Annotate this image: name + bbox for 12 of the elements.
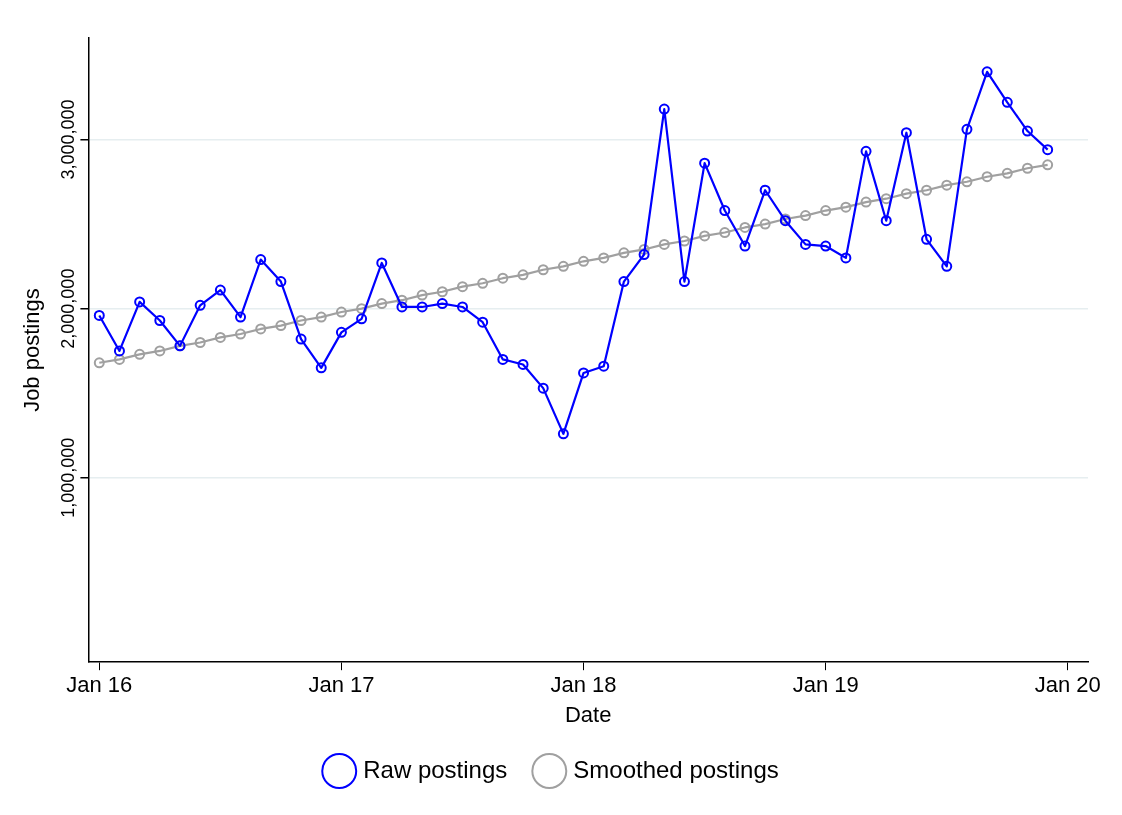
x-axis-title: Date [564, 701, 612, 727]
x-tick-label: Jan 19 [792, 672, 859, 698]
legend-label: Raw postings [363, 755, 508, 783]
legend-label: Smoothed postings [573, 755, 779, 783]
x-tick-label: Jan 17 [308, 672, 375, 698]
y-tick-label: 3,000,000 [58, 99, 79, 180]
x-tick-label: Jan 16 [66, 672, 133, 698]
y-tick-label: 1,000,000 [58, 437, 79, 518]
y-axis-title: Job postings [19, 288, 45, 412]
x-tick-label: Jan 20 [1034, 672, 1101, 698]
y-tick-label: 2,000,000 [58, 268, 79, 349]
x-tick-label: Jan 18 [550, 672, 617, 698]
